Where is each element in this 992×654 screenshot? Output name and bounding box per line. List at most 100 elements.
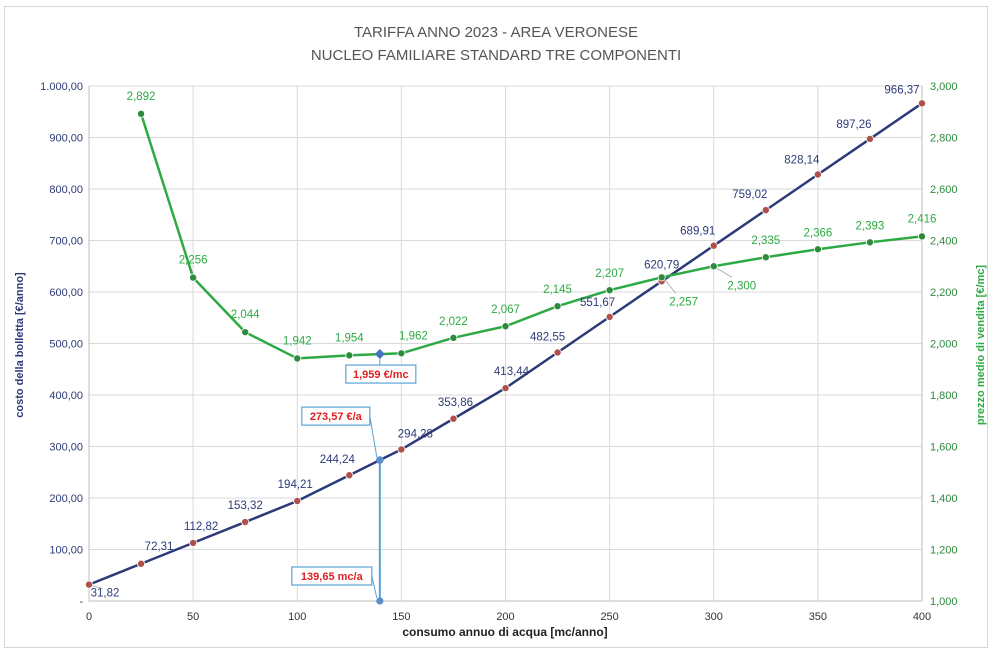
price-series-line (139, 113, 923, 360)
price-point (241, 328, 250, 337)
price-data-label: 2,067 (491, 304, 520, 316)
y-right-tick-label: 1,200 (930, 545, 958, 557)
cost-point (605, 312, 614, 321)
x-tick-label: 100 (288, 611, 306, 623)
y-left-tick-label: 1.000,00 (40, 81, 83, 93)
price-point (189, 273, 198, 282)
cost-point (761, 206, 770, 215)
price-data-label: 2,022 (439, 316, 468, 328)
x-tick-label: 0 (86, 611, 92, 623)
price-point (501, 322, 510, 331)
cost-point (293, 496, 302, 505)
callout-cost-box (301, 406, 371, 426)
cost-point (85, 580, 94, 589)
x-axis-title: consumo annuo di acqua [mc/anno] (402, 625, 607, 639)
cost-point (449, 414, 458, 423)
price-data-label: 1,942 (283, 335, 312, 347)
callout-cost-label: 273,57 €/a (310, 411, 363, 423)
cost-data-label: 551,67 (580, 297, 615, 309)
chart-frame: - 100,00 200,00 300,00 400,00 500,00 600,00 700… (4, 6, 988, 648)
chart-data-labels: 31,82 72,31 112,82 153,32 194,21 244,24 294,28… (91, 84, 937, 599)
y-left-tick-label: 700,00 (49, 236, 83, 248)
highlight-x-point (376, 597, 384, 605)
cost-data-label: 112,82 (184, 521, 218, 533)
price-data-label: 2,335 (751, 235, 780, 247)
price-data-label: 2,892 (127, 91, 156, 103)
y-left-tick-label: 300,00 (49, 442, 83, 454)
price-point (345, 351, 354, 360)
cost-point (397, 445, 406, 454)
price-data-label: 2,366 (803, 227, 832, 239)
price-data-label: 2,145 (543, 284, 572, 296)
y-right-tick-label: 1,600 (930, 442, 958, 454)
cost-point (501, 384, 510, 393)
cost-point (813, 170, 822, 179)
chart-title-line2: NUCLEO FAMILIARE STANDARD TRE COMPONENTI (311, 47, 681, 64)
price-point (397, 349, 406, 358)
chart-canvas: - 100,00 200,00 300,00 400,00 500,00 600,00 700… (14, 24, 987, 639)
y-left-tick-label: 500,00 (49, 339, 83, 351)
y-right-tick-label: 1,400 (930, 493, 958, 505)
price-point (865, 238, 874, 247)
callout-x-box (291, 566, 373, 586)
price-point (293, 354, 302, 363)
price-point (813, 245, 822, 254)
price-label-leader (664, 279, 677, 294)
price-data-label: 2,207 (595, 268, 624, 280)
cost-data-label: 294,28 (398, 428, 433, 440)
y-left-tick-label: - (79, 596, 83, 608)
cost-data-label: 244,24 (320, 454, 356, 466)
x-tick-label: 400 (913, 611, 931, 623)
y-left-tick-label: 100,00 (49, 545, 83, 557)
highlight-price-point (374, 349, 385, 360)
x-tick-label: 50 (187, 611, 199, 623)
x-tick-label: 150 (392, 611, 410, 623)
callout-price-label: 1,959 €/mc (353, 369, 409, 381)
chart-highlight: 1,959 €/mc 273,57 €/a 139,65 mc/a (291, 349, 417, 605)
cost-label-leader (91, 585, 104, 589)
highlight-cost-point (376, 456, 384, 464)
y-left-axis-title: costo della bolletta [€/anno] (14, 272, 26, 418)
price-data-label: 2,044 (231, 309, 260, 321)
y-right-axis-title: prezzo medio di vendita [€/mc] (975, 265, 987, 425)
cost-point (189, 538, 198, 547)
callout-price-box (345, 364, 417, 384)
cost-data-label: 828,14 (784, 155, 820, 167)
y-left-tick-label: 600,00 (49, 287, 83, 299)
price-point (918, 232, 927, 241)
cost-data-label: 897,26 (836, 119, 871, 131)
x-tick-label: 300 (705, 611, 723, 623)
y-right-tick-label: 2,200 (930, 287, 958, 299)
cost-data-label: 72,31 (145, 541, 174, 553)
price-point (449, 333, 458, 342)
cost-data-label: 966,37 (884, 84, 919, 96)
price-point (657, 273, 666, 282)
price-point (553, 302, 562, 311)
y-right-tick-label: 2,800 (930, 133, 958, 145)
callout-x-leader (371, 575, 378, 599)
cost-point (709, 241, 718, 250)
price-point (761, 253, 770, 262)
chart-series (85, 99, 927, 589)
price-point (137, 109, 146, 118)
price-data-label: 1,954 (335, 332, 364, 344)
price-point (605, 286, 614, 295)
y-left-tick-label: 900,00 (49, 133, 83, 145)
cost-data-label: 153,32 (228, 500, 263, 512)
price-data-label: 2,257 (669, 296, 698, 308)
cost-data-label: 31,82 (91, 588, 120, 600)
y-left-tick-label: 200,00 (49, 493, 83, 505)
cost-data-label: 759,02 (732, 189, 767, 201)
y-right-tick-label: 2,400 (930, 236, 958, 248)
chart-axes (88, 86, 923, 602)
chart-ticks: - 100,00 200,00 300,00 400,00 500,00 600,00 700… (40, 81, 957, 623)
cost-data-label: 194,21 (278, 479, 313, 491)
cost-data-label: 620,79 (644, 259, 679, 271)
callout-x-label: 139,65 mc/a (301, 571, 364, 583)
y-right-tick-label: 2,600 (930, 184, 958, 196)
price-point (709, 262, 718, 271)
y-left-tick-label: 400,00 (49, 390, 83, 402)
cost-point (345, 471, 354, 480)
price-label-leader (716, 267, 732, 278)
y-right-tick-label: 3,000 (930, 81, 958, 93)
